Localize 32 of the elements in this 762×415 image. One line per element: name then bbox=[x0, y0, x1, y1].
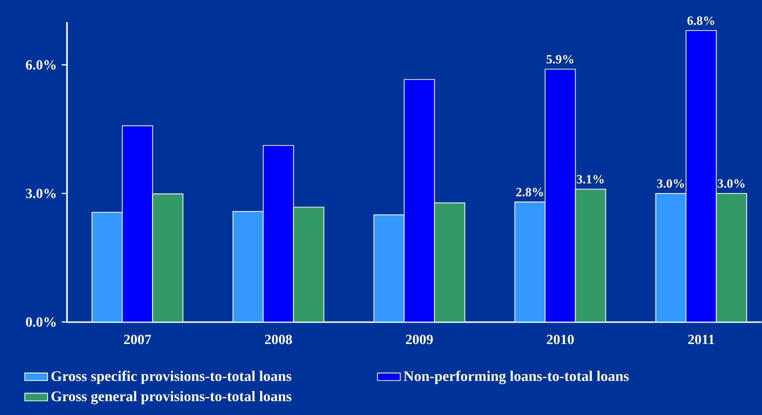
bar bbox=[232, 210, 264, 322]
x-tick-label: 2010 bbox=[546, 334, 574, 344]
bar bbox=[404, 78, 435, 322]
data-label: 6.8% bbox=[687, 16, 714, 25]
data-label: 3.0% bbox=[718, 179, 745, 188]
data-label: 2.8% bbox=[516, 188, 544, 196]
data-label: 5.9% bbox=[546, 54, 574, 64]
bar bbox=[262, 144, 294, 322]
bar bbox=[686, 30, 717, 322]
bar bbox=[574, 188, 606, 322]
legend-label: Non-performing loans-to-total loans bbox=[404, 370, 629, 384]
bar bbox=[373, 214, 405, 322]
legend-label: Gross general provisions-to-total loans bbox=[51, 390, 292, 404]
y-tick-label: 3.0% bbox=[26, 188, 56, 198]
bar bbox=[655, 192, 687, 322]
bar bbox=[92, 212, 123, 322]
bar bbox=[716, 192, 748, 322]
x-tick-label: 2011 bbox=[688, 334, 714, 344]
bar bbox=[514, 202, 546, 322]
legend-label: Gross specific provisions-to-total loans bbox=[51, 370, 292, 384]
y-tick-label: 6.0% bbox=[26, 60, 56, 70]
data-label: 3.0% bbox=[657, 179, 684, 188]
x-tick-label: 2009 bbox=[406, 334, 433, 344]
bar bbox=[122, 125, 154, 322]
bar bbox=[434, 202, 466, 322]
y-tick-label: 0.0% bbox=[26, 317, 56, 327]
bar bbox=[544, 68, 576, 322]
bar bbox=[293, 206, 324, 322]
data-label: 3.1% bbox=[576, 174, 604, 184]
x-tick-label: 2007 bbox=[124, 334, 152, 344]
x-tick-label: 2008 bbox=[264, 334, 292, 344]
bar bbox=[152, 193, 184, 322]
